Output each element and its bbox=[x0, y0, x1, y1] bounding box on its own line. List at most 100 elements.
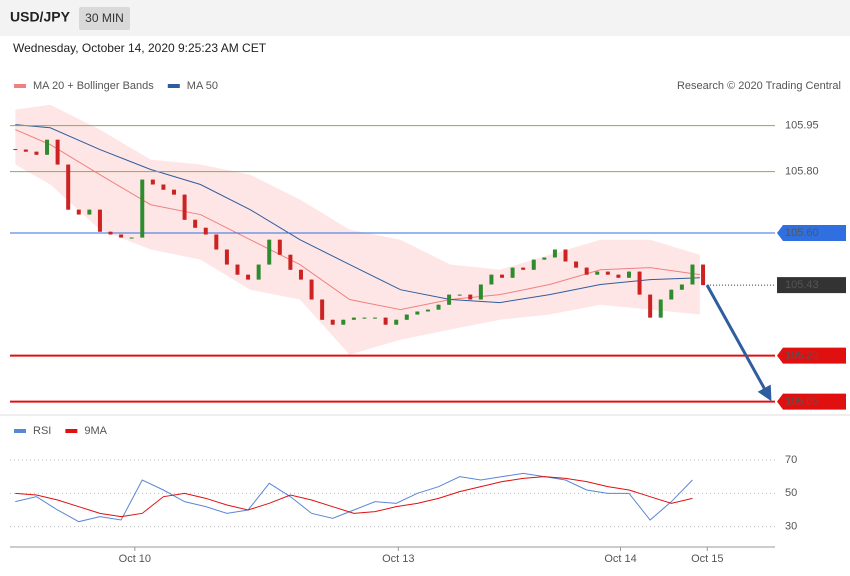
candle bbox=[161, 184, 166, 190]
candle bbox=[203, 227, 208, 235]
candle bbox=[256, 264, 261, 280]
candle bbox=[320, 299, 325, 320]
legend-swatch bbox=[167, 84, 180, 88]
candle bbox=[97, 209, 102, 232]
candle bbox=[373, 317, 378, 319]
x-tick-label: Oct 10 bbox=[119, 553, 151, 565]
candle bbox=[87, 209, 92, 215]
candle bbox=[383, 317, 388, 325]
level-box bbox=[777, 347, 846, 364]
x-tick-label: Oct 14 bbox=[604, 553, 636, 565]
credit: Research © 2020 Trading Central bbox=[677, 80, 841, 92]
candle bbox=[214, 234, 219, 250]
candle bbox=[605, 271, 610, 275]
candle bbox=[552, 249, 557, 258]
candle bbox=[108, 231, 113, 235]
candle bbox=[500, 274, 505, 278]
legend-label: RSI bbox=[33, 425, 51, 437]
candle bbox=[76, 209, 81, 215]
ma50-line bbox=[15, 124, 700, 304]
level-label: 105.43 bbox=[785, 279, 819, 291]
candle bbox=[140, 179, 145, 238]
top-bar bbox=[0, 0, 850, 36]
candle bbox=[362, 317, 367, 319]
x-tick-label: Oct 15 bbox=[691, 553, 723, 565]
projection-arrow bbox=[705, 284, 772, 402]
candle bbox=[701, 264, 706, 286]
candle bbox=[394, 319, 399, 325]
candle bbox=[150, 179, 155, 185]
candle bbox=[415, 311, 420, 315]
candle bbox=[489, 274, 494, 285]
candle bbox=[66, 164, 71, 210]
candle bbox=[436, 304, 441, 310]
candle bbox=[119, 234, 124, 238]
symbol: USD/JPY bbox=[10, 9, 71, 25]
level-label: 105.95 bbox=[785, 120, 819, 132]
x-tick-label: Oct 13 bbox=[382, 553, 414, 565]
level-label: 105.60 bbox=[785, 227, 819, 239]
timestamp: Wednesday, October 14, 2020 9:25:23 AM C… bbox=[13, 41, 267, 55]
candle bbox=[182, 194, 187, 220]
level-label: 105.80 bbox=[785, 166, 819, 178]
candle bbox=[172, 189, 177, 195]
level-label: 105.05 bbox=[785, 396, 819, 408]
candle bbox=[468, 294, 473, 300]
candle bbox=[648, 294, 653, 318]
candle bbox=[298, 269, 303, 280]
y-tick-label: 50 bbox=[785, 487, 797, 499]
candle bbox=[34, 151, 39, 155]
legend-swatch bbox=[65, 429, 78, 433]
bollinger-band bbox=[15, 104, 700, 355]
candle bbox=[669, 289, 674, 300]
candle bbox=[425, 309, 430, 312]
y-tick-label: 30 bbox=[785, 521, 797, 533]
candle bbox=[330, 319, 335, 325]
candle bbox=[309, 279, 314, 300]
legend-label: MA 20 + Bollinger Bands bbox=[33, 80, 154, 92]
ma20-line bbox=[15, 129, 700, 311]
candle bbox=[277, 239, 282, 255]
candle bbox=[457, 294, 462, 296]
level-box bbox=[777, 393, 846, 410]
candle bbox=[658, 299, 663, 318]
candle bbox=[447, 294, 452, 305]
candle bbox=[193, 219, 198, 228]
candle bbox=[351, 317, 356, 320]
candle bbox=[531, 259, 536, 270]
candle bbox=[341, 319, 346, 325]
candle bbox=[404, 314, 409, 320]
interval[interactable]: 30 MIN bbox=[85, 11, 124, 25]
y-tick-label: 70 bbox=[785, 454, 797, 466]
candle bbox=[267, 239, 272, 265]
candle bbox=[690, 264, 695, 285]
candle bbox=[626, 271, 631, 278]
candle bbox=[224, 249, 229, 265]
level-box bbox=[777, 277, 846, 294]
legend-label: 9MA bbox=[84, 425, 107, 437]
candle bbox=[55, 139, 60, 165]
candle bbox=[563, 249, 568, 262]
candle bbox=[616, 274, 621, 278]
rsi-line bbox=[15, 472, 693, 523]
candle bbox=[637, 271, 642, 295]
legend-swatch bbox=[14, 84, 26, 88]
candle bbox=[542, 257, 547, 260]
candle bbox=[478, 284, 483, 300]
rsi-line bbox=[15, 476, 693, 518]
level-label: 105.20 bbox=[785, 350, 819, 362]
candle bbox=[595, 271, 600, 275]
candle bbox=[129, 237, 134, 239]
candle bbox=[246, 274, 251, 280]
candle bbox=[510, 267, 515, 278]
interval-button[interactable] bbox=[79, 7, 130, 30]
candle bbox=[574, 261, 579, 268]
candle bbox=[679, 284, 684, 290]
candle bbox=[288, 254, 293, 270]
candle bbox=[584, 267, 589, 275]
legend-swatch bbox=[14, 429, 26, 433]
candle bbox=[23, 149, 28, 152]
candle bbox=[235, 264, 240, 275]
